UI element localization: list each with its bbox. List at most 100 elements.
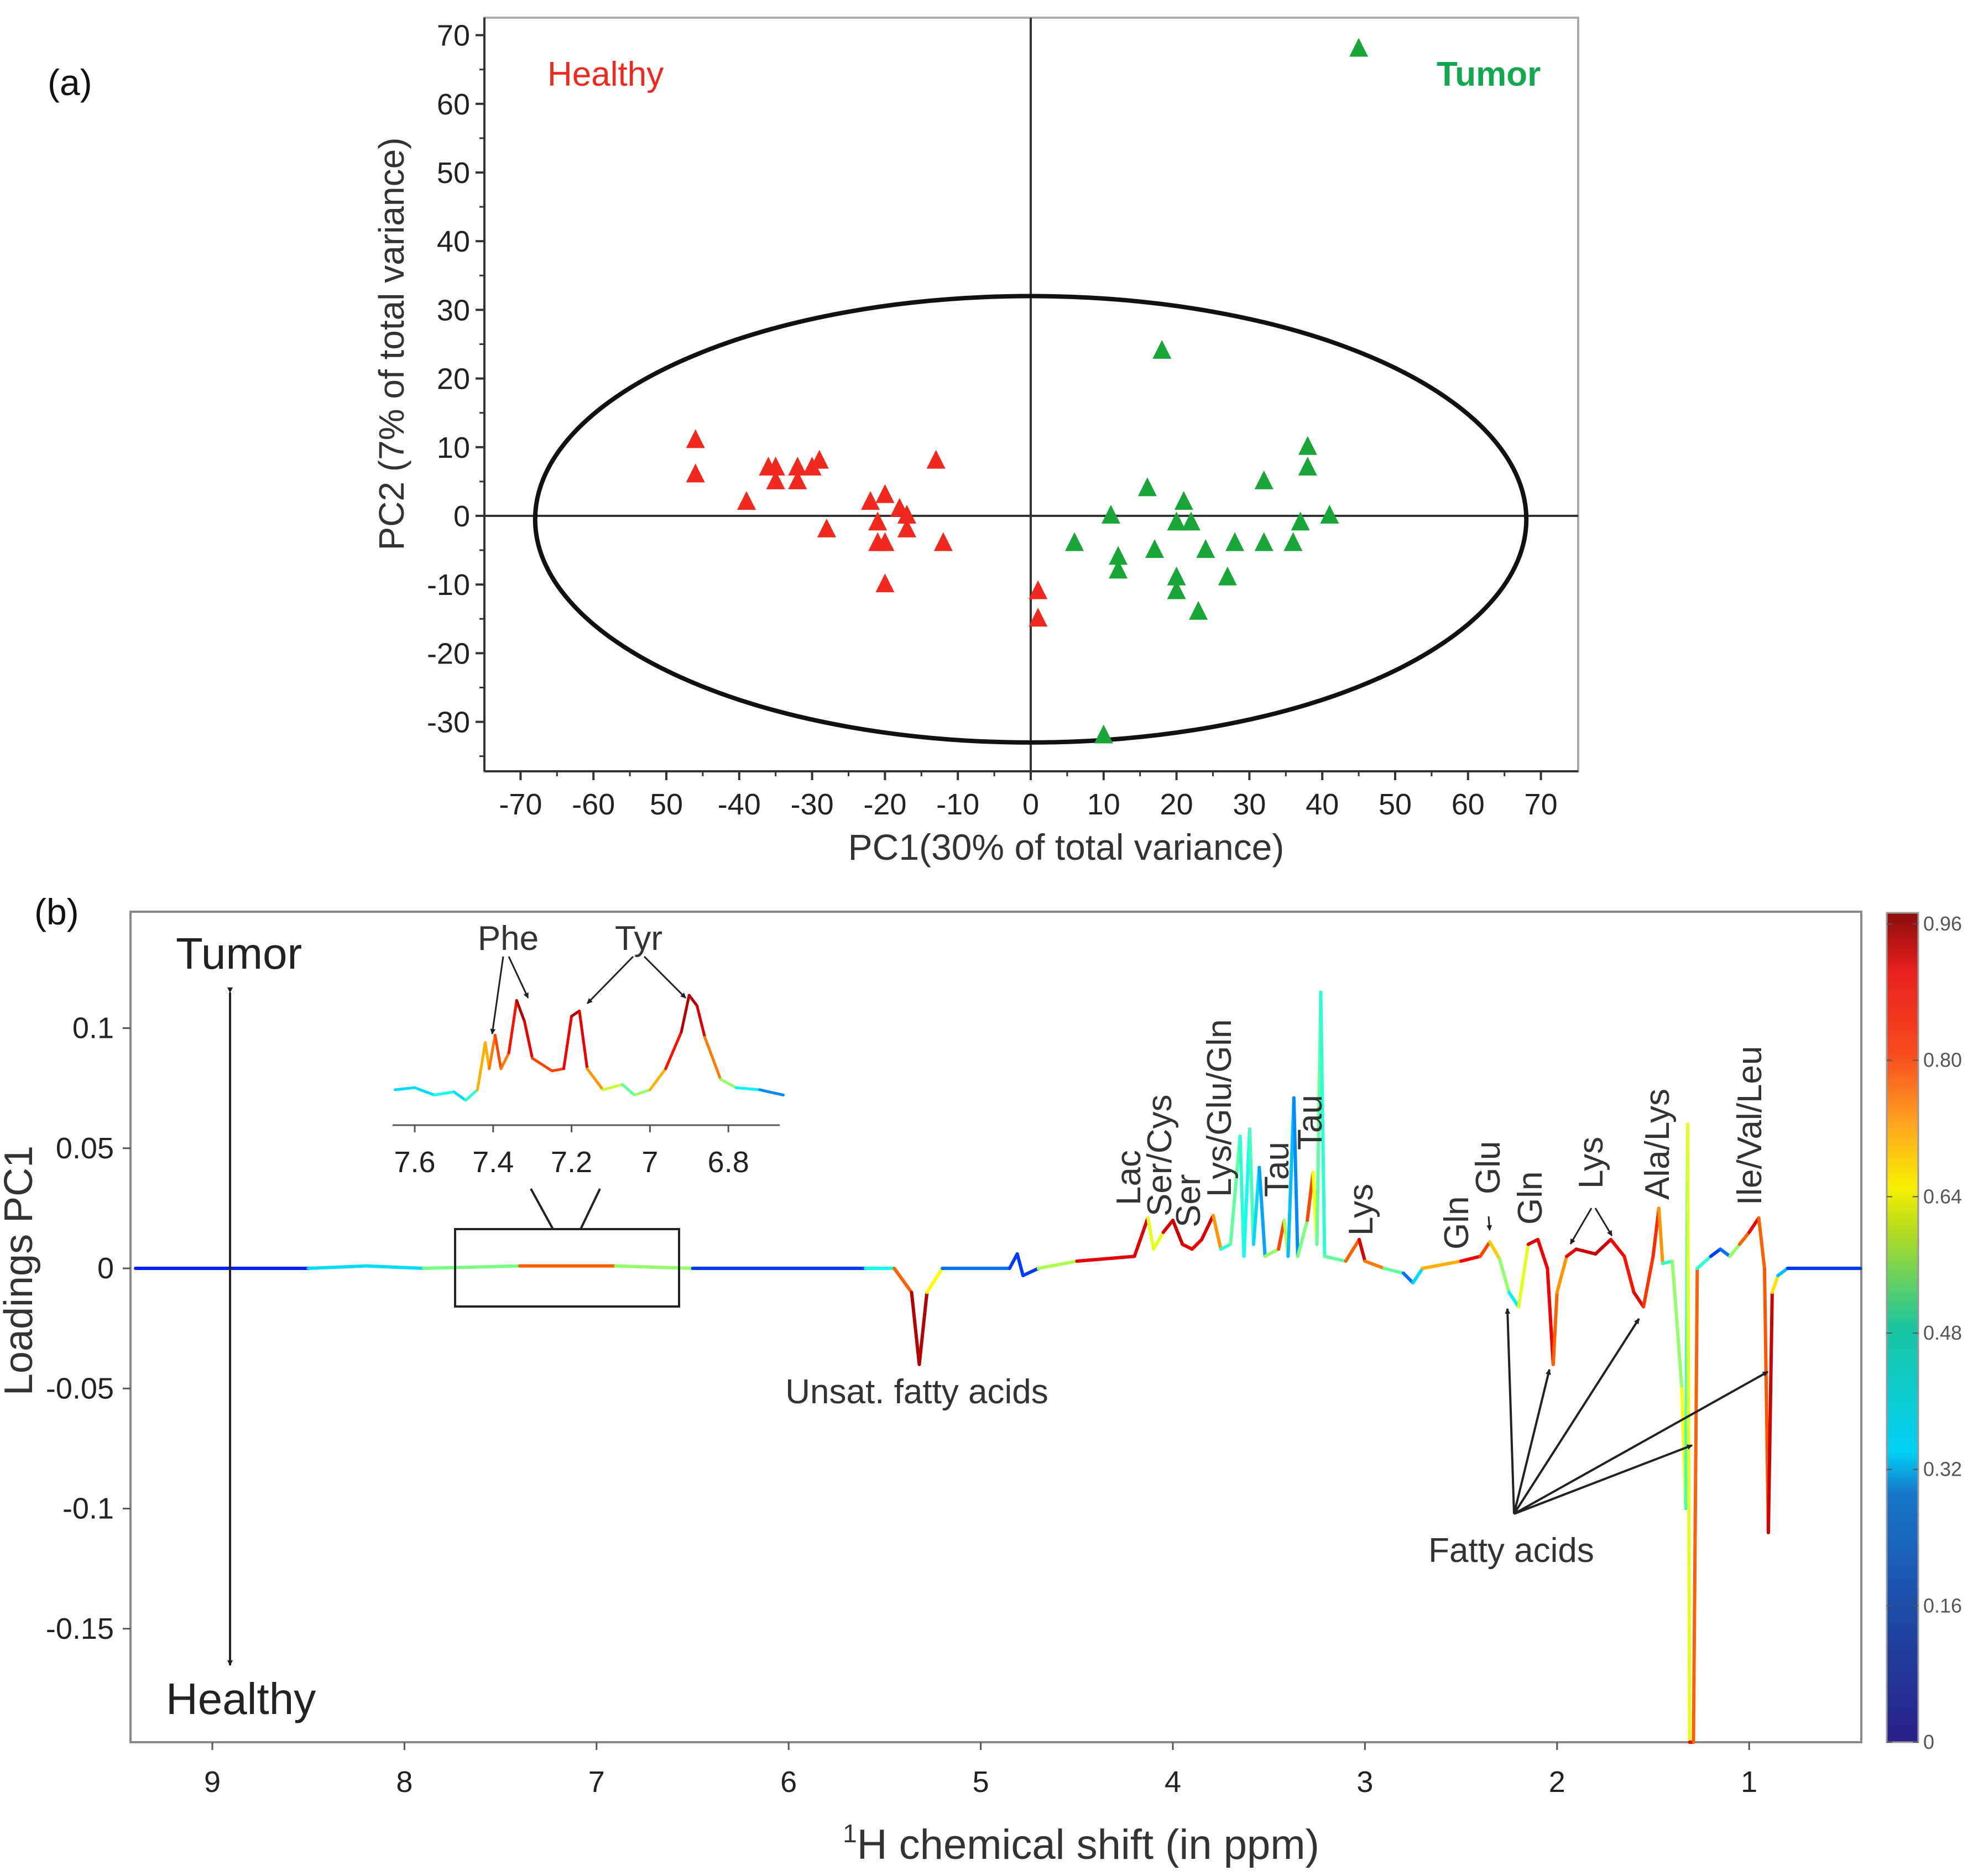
spectrum-segment xyxy=(1565,1247,1578,1258)
colorbar-tick-label: 0.48 xyxy=(1923,1321,1962,1344)
y-tick-label-b: -0.1 xyxy=(62,1492,114,1525)
point-healthy xyxy=(788,470,807,489)
annotation-tau-1: Tau xyxy=(1258,1142,1296,1197)
spectrum-segment xyxy=(1737,1230,1751,1246)
x-tick-label-b: 5 xyxy=(973,1765,989,1799)
spectrum-segment xyxy=(1036,1259,1079,1270)
spectrum-segment xyxy=(1536,1237,1549,1270)
spectrum-segment xyxy=(1546,1267,1555,1366)
panel-label-a: (a) xyxy=(48,62,92,103)
x-tick-label-a: 70 xyxy=(1525,788,1558,821)
spectrum-segment xyxy=(1692,1267,1699,1744)
x-tick-label-b: 7 xyxy=(588,1765,605,1799)
spectrum-segment xyxy=(1248,1127,1255,1246)
inset-spectrum-segment xyxy=(648,1067,667,1091)
spectrum-segment xyxy=(1555,1255,1569,1294)
y-tick-label-a: 20 xyxy=(437,363,470,396)
spectrum-segment xyxy=(1507,1290,1521,1309)
spectrum-segment xyxy=(1152,1230,1165,1251)
y-tick-label-a: 10 xyxy=(437,431,470,464)
point-healthy xyxy=(1029,608,1048,627)
x-tick-label-b: 6 xyxy=(780,1765,797,1799)
inset-spectrum-segment xyxy=(432,1090,456,1096)
spectrum-segment xyxy=(1075,1255,1136,1263)
legend-tumor: Tumor xyxy=(1437,55,1541,93)
spectrum-segment xyxy=(1411,1267,1424,1285)
point-healthy xyxy=(868,511,888,531)
point-tumor xyxy=(1137,477,1157,497)
y-tick-label-a: -20 xyxy=(427,637,470,670)
confidence-ellipse xyxy=(533,294,1529,745)
pc1-loadings-plot: (b) 9 8 7 6 5 4 3 2 1 0.1 0.05 0 -0.05 -0.1 -0.15 Tumo… xyxy=(0,891,1962,1868)
colorbar-tick-label: 0.96 xyxy=(1923,912,1962,935)
spectrum-segment xyxy=(1776,1267,1789,1278)
inset-spectrum-segment xyxy=(578,1010,589,1070)
spectrum-segment xyxy=(1251,1166,1261,1246)
aromatic-region-inset: 7.6 7.4 7.2 7 6.8 Phe Tyr xyxy=(393,919,785,1308)
point-tumor xyxy=(1094,724,1113,744)
point-healthy xyxy=(926,450,946,469)
spectrum-segment xyxy=(1551,1290,1559,1366)
inset-spectrum-segment xyxy=(570,1010,581,1018)
inset-spectrum-segment xyxy=(515,999,526,1023)
x-tick-label-a: 50 xyxy=(650,788,683,821)
x-tick-label-a: 30 xyxy=(1233,788,1266,821)
inset-connector-left xyxy=(530,1188,554,1230)
point-tumor xyxy=(1225,532,1245,551)
spectrum-segment xyxy=(1686,1122,1692,1744)
spectrum-segment xyxy=(1382,1267,1405,1275)
point-tumor xyxy=(1167,511,1186,531)
spectrum-segment xyxy=(1728,1242,1741,1258)
inset-spectrum-segment xyxy=(586,1067,604,1091)
point-tumor xyxy=(1167,580,1186,599)
inset-connector-right xyxy=(580,1188,601,1230)
annotation-ala-lys: Ala/Lys xyxy=(1638,1089,1677,1200)
x-axis-title-text: H chemical shift (in ppm) xyxy=(857,1821,1319,1868)
inset-spectrum-segment xyxy=(493,1033,503,1070)
x-tick-label-b: 2 xyxy=(1549,1765,1565,1799)
point-tumor xyxy=(1196,539,1215,558)
inset-spectrum-segment xyxy=(719,1078,738,1089)
spectrum-segment xyxy=(1257,1166,1267,1258)
x-tick-label-b: 1 xyxy=(1741,1765,1757,1799)
point-healthy xyxy=(897,505,916,524)
point-tumor xyxy=(1298,436,1317,455)
inset-source-box xyxy=(454,1228,680,1308)
annotation-ile-val-leu: Ile/Val/Leu xyxy=(1731,1046,1769,1205)
point-healthy xyxy=(766,470,785,489)
x-tick-label-b: 9 xyxy=(204,1765,221,1799)
x-tick-label-a: -40 xyxy=(718,788,761,821)
y-tick-label-b: 0 xyxy=(97,1252,114,1285)
spectrum-segment xyxy=(1478,1240,1492,1258)
annotation-glu: Glu xyxy=(1469,1141,1507,1194)
annotation-tau-2: Tau xyxy=(1291,1095,1329,1150)
x-tick-label-a: 60 xyxy=(1452,788,1485,821)
spectrum-segment xyxy=(1211,1214,1223,1251)
inset-spectrum-segment xyxy=(523,1020,534,1060)
colorbar-gradient xyxy=(1886,912,1919,1743)
inset-spectrum-segment xyxy=(695,1004,707,1039)
y-tick-label-a: 70 xyxy=(437,19,470,53)
spectrum-segment xyxy=(1171,1219,1184,1246)
x-axis-title-a: PC1(30% of total variance) xyxy=(848,827,1285,868)
point-healthy xyxy=(875,484,895,503)
spectrum-segment xyxy=(1344,1237,1361,1263)
annotation-lac: Lac xyxy=(1110,1150,1148,1205)
spectrum-segment xyxy=(1770,1274,1780,1294)
colorbar-tick-label: 0.32 xyxy=(1923,1458,1962,1481)
inset-spectrum-segment xyxy=(601,1083,624,1091)
point-healthy xyxy=(810,450,829,469)
inset-spectrum-segment xyxy=(507,999,518,1054)
colorbar-tick-label: 0.80 xyxy=(1923,1049,1962,1072)
point-healthy xyxy=(875,573,895,593)
annotation-unsat-fatty-acids: Unsat. fatty acids xyxy=(785,1373,1048,1411)
plot-frame-b xyxy=(129,911,1862,1743)
y-axis-title-a: PC2 (7% of total variance) xyxy=(372,138,411,551)
inset-spectrum-segment xyxy=(531,1057,554,1073)
y-tick-label-b: 0.1 xyxy=(72,1012,114,1045)
point-tumor xyxy=(1349,38,1369,57)
annotation-tyr: Tyr xyxy=(615,919,662,958)
spectrum-segment xyxy=(1161,1219,1175,1234)
point-healthy xyxy=(817,518,836,537)
spectrum-segment xyxy=(1296,1219,1309,1258)
